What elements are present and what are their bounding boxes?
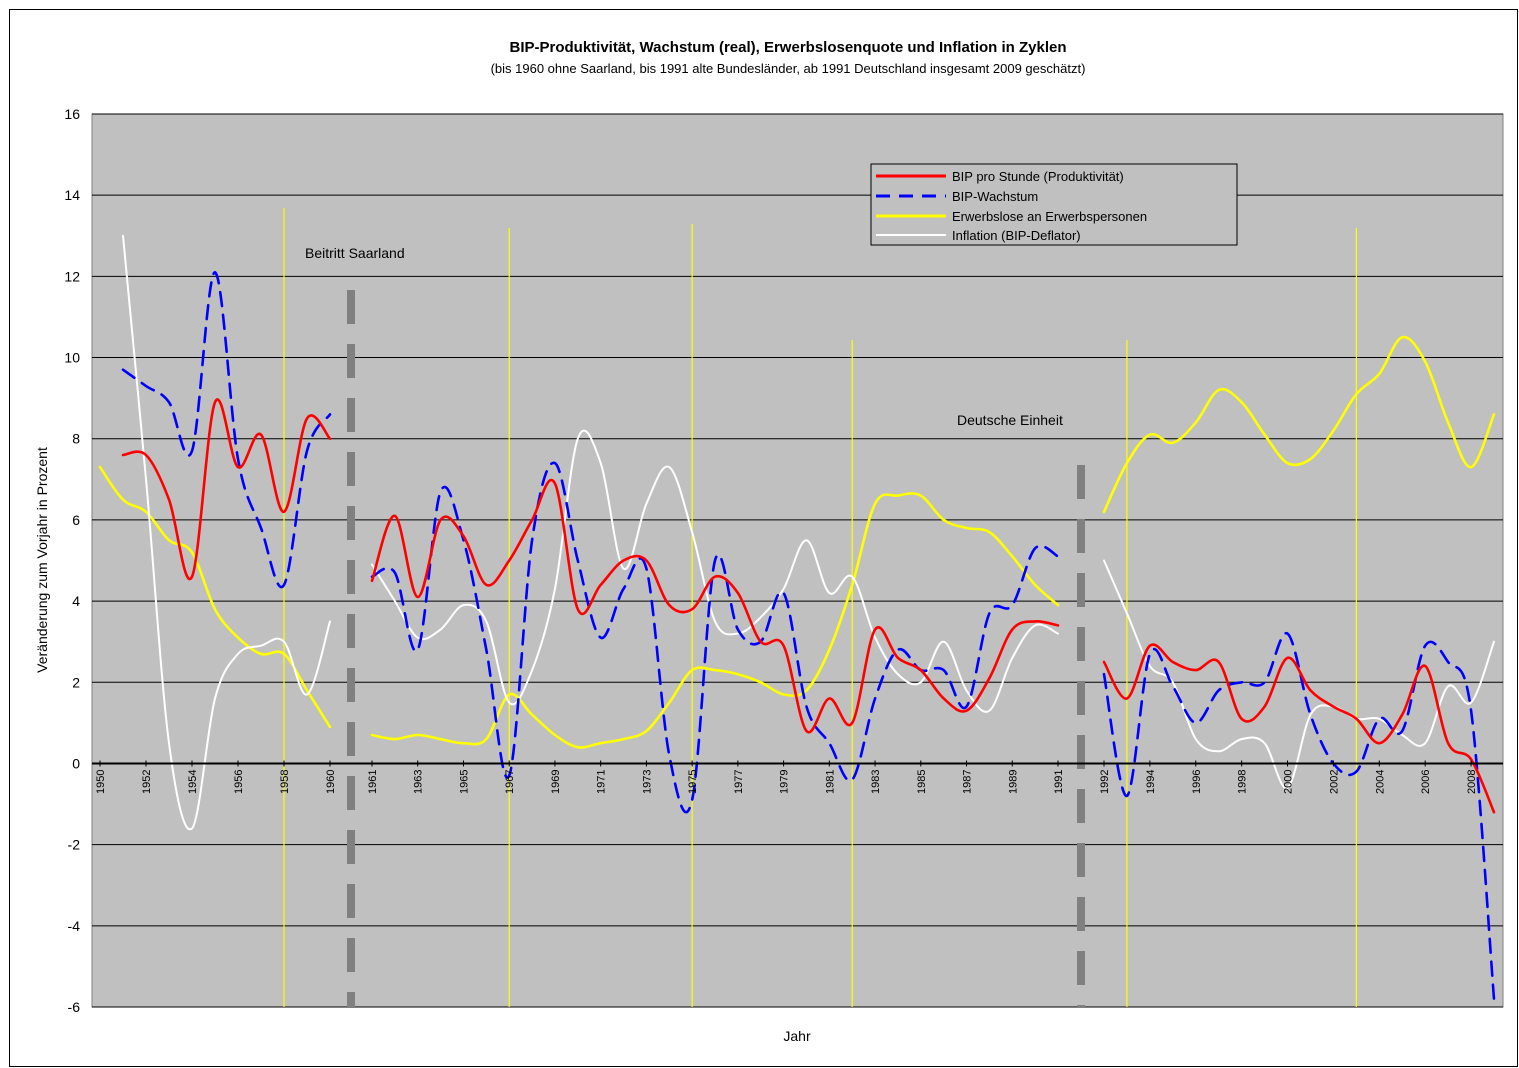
x-tick-label: 1958 <box>279 769 291 793</box>
series-line-unemployment <box>370 492 1060 749</box>
x-tick-label: 1977 <box>733 769 745 793</box>
y-tick-label: 6 <box>72 512 80 528</box>
legend-label-growth: BIP-Wachstum <box>952 189 1038 204</box>
series-line-growth <box>1102 632 1496 1001</box>
series-line-productivity <box>121 398 332 581</box>
legend-label-productivity: BIP pro Stunde (Produktivität) <box>952 169 1124 184</box>
x-tick-label: 1952 <box>141 769 153 793</box>
y-tick-label: -6 <box>68 999 81 1015</box>
x-tick-label: 1963 <box>413 769 425 793</box>
x-tick-label: 1960 <box>325 769 337 793</box>
x-tick-label: 1987 <box>962 769 974 793</box>
x-tick-label: 1965 <box>459 769 471 793</box>
x-tick-label: 1998 <box>1237 769 1249 793</box>
y-tick-label: 2 <box>72 674 80 690</box>
plot-area <box>91 113 1504 1008</box>
x-tick-label: 1991 <box>1053 769 1065 793</box>
x-tick-label: 1971 <box>596 769 608 793</box>
x-tick-label: 1954 <box>187 769 199 793</box>
series-line-inflation <box>371 429 1059 713</box>
y-tick-label: 12 <box>64 268 80 284</box>
legend-label-unemployment: Erwerbslose an Erwerbspersonen <box>952 209 1147 224</box>
x-tick-label: 2006 <box>1420 769 1432 793</box>
y-tick-label: 8 <box>72 431 80 447</box>
chart-title: BIP-Produktivität, Wachstum (real), Erwe… <box>509 39 1066 56</box>
x-tick-label: 1950 <box>95 769 107 793</box>
x-tick-label: 1994 <box>1145 769 1157 793</box>
legend: BIP pro Stunde (Produktivität) BIP-Wachs… <box>870 163 1238 246</box>
series-line-unemployment <box>1102 335 1496 514</box>
x-tick-label: 1983 <box>870 769 882 793</box>
x-tick-label: 1973 <box>641 769 653 793</box>
y-axis-ticks: -6 -4 -2 0 2 4 6 8 10 12 14 16 <box>64 106 80 1015</box>
x-tick-label: 1969 <box>550 769 562 793</box>
y-tick-label: -4 <box>68 918 81 934</box>
y-tick-label: 16 <box>64 106 80 122</box>
chart-subtitle: (bis 1960 ohne Saarland, bis 1991 alte B… <box>491 61 1086 76</box>
x-tick-label: 1975 <box>687 769 699 793</box>
annotation-beitritt-saarland: Beitritt Saarland <box>305 245 405 261</box>
x-tick-label: 2004 <box>1374 769 1386 793</box>
y-tick-label: 4 <box>72 593 80 609</box>
x-tick-label: 1985 <box>916 769 928 793</box>
series-layer <box>98 234 1496 1001</box>
y-tick-label: 0 <box>72 755 80 771</box>
break-lines <box>347 290 1085 1007</box>
y-tick-label: 14 <box>64 187 80 203</box>
series-line-productivity <box>1102 643 1496 814</box>
x-tick-label: 2008 <box>1466 769 1478 793</box>
x-axis-label: Jahr <box>783 1028 811 1044</box>
annotation-deutsche-einheit: Deutsche Einheit <box>957 412 1063 428</box>
series-line-growth <box>121 270 332 589</box>
x-tick-label: 1989 <box>1007 769 1019 793</box>
series-line-inflation <box>122 234 331 831</box>
x-tick-label: 1967 <box>504 769 516 793</box>
x-tick-label: 1956 <box>233 769 245 793</box>
series-line-unemployment <box>98 465 332 729</box>
y-axis-label: Veränderung zum Vorjahr in Prozent <box>34 447 50 673</box>
x-tick-label: 1992 <box>1099 769 1111 793</box>
series-line-inflation <box>1103 559 1495 789</box>
x-tick-label: 1981 <box>824 769 836 793</box>
series-line-productivity <box>370 479 1060 734</box>
x-tick-label: 1961 <box>367 769 379 793</box>
x-tick-label: 2000 <box>1283 769 1295 793</box>
x-axis-ticks: 1950 1952 1954 1956 1958 1960 1961 1963 1965 1967… <box>95 760 1478 794</box>
y-tick-label: -2 <box>68 837 81 853</box>
x-tick-label: 1979 <box>779 769 791 793</box>
x-tick-label: 1996 <box>1191 769 1203 793</box>
cycle-lines <box>283 208 1357 1007</box>
y-tick-label: 10 <box>64 350 80 366</box>
x-tick-label: 2002 <box>1328 769 1340 793</box>
legend-label-inflation: Inflation (BIP-Deflator) <box>952 228 1081 243</box>
